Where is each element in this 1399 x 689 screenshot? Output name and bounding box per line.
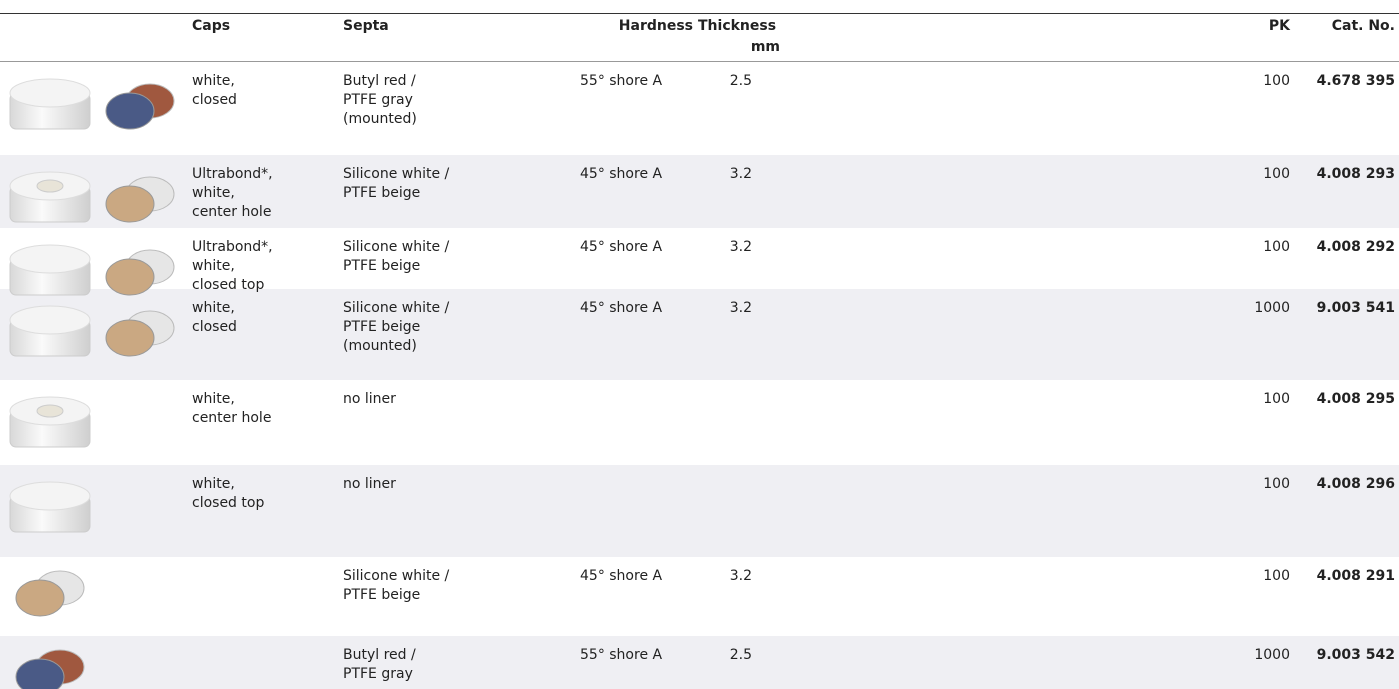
caps: white, center hole [192, 391, 272, 426]
header-thickness: Thickness [698, 18, 777, 34]
septa: no liner [343, 476, 396, 492]
hardness: 55° shore A [580, 73, 663, 89]
cat-no: 4.008 292 [1316, 239, 1395, 255]
hardness: 45° shore A [580, 300, 663, 316]
pk: 100 [1263, 166, 1290, 182]
septum-front [15, 579, 65, 617]
thickness: 3.2 [729, 239, 752, 255]
septa: Silicone white / PTFE beige [343, 166, 450, 201]
cat-no: 4.678 395 [1316, 73, 1395, 89]
pk: 100 [1263, 239, 1290, 255]
top-rule [0, 13, 1399, 14]
header-caps: Caps [192, 18, 231, 34]
septum-front [105, 185, 155, 223]
thickness: 2.5 [729, 73, 752, 89]
cap-top [9, 305, 91, 335]
septa: Butyl red / PTFE gray [343, 647, 416, 682]
hardness: 55° shore A [580, 647, 663, 663]
thickness: 3.2 [729, 166, 752, 182]
pk: 100 [1263, 73, 1290, 89]
cap-top [9, 244, 91, 274]
cat-no: 9.003 541 [1316, 300, 1395, 316]
caps: white, closed [192, 73, 237, 108]
caps: Ultrabond*, white, center hole [192, 166, 273, 220]
septa: Silicone white / PTFE beige [343, 239, 450, 274]
pk: 100 [1263, 568, 1290, 584]
pk: 100 [1263, 476, 1290, 492]
cap-top [9, 481, 91, 511]
hardness: 45° shore A [580, 239, 663, 255]
header-cat-no: Cat. No. [1331, 18, 1395, 34]
septa: Silicone white / PTFE beige [343, 568, 450, 603]
septa: Silicone white / PTFE beige (mounted) [343, 300, 450, 354]
septum-front [15, 658, 65, 689]
cat-no: 4.008 295 [1316, 391, 1395, 407]
septa: Butyl red / PTFE gray (mounted) [343, 73, 417, 127]
cat-no: 4.008 291 [1316, 568, 1395, 584]
septum-front [105, 92, 155, 130]
septa: no liner [343, 391, 396, 407]
septum-front [105, 319, 155, 357]
header-pk: PK [1268, 18, 1290, 34]
thickness: 3.2 [729, 568, 752, 584]
table-row [0, 155, 1399, 228]
table-row [0, 289, 1399, 380]
caps: white, closed [192, 300, 237, 335]
cap-top [9, 78, 91, 108]
hardness: 45° shore A [580, 166, 663, 182]
header-septa: Septa [343, 18, 389, 34]
cap-hole [36, 179, 64, 193]
cat-no: 4.008 296 [1316, 476, 1395, 492]
cat-no: 9.003 542 [1316, 647, 1395, 663]
thickness: 2.5 [729, 647, 752, 663]
caps: Ultrabond*, white, closed top [192, 239, 273, 293]
cap-hole [36, 404, 64, 418]
thickness: 3.2 [729, 300, 752, 316]
header-rule [0, 61, 1399, 62]
pk: 100 [1263, 391, 1290, 407]
header-hardness: Hardness [618, 18, 693, 34]
hardness: 45° shore A [580, 568, 663, 584]
header-thickness-unit: mm [750, 39, 780, 55]
pk: 1000 [1254, 300, 1290, 316]
septum-front [105, 258, 155, 296]
table-row [0, 465, 1399, 557]
pk: 1000 [1254, 647, 1290, 663]
cat-no: 4.008 293 [1316, 166, 1395, 182]
table-row [0, 636, 1399, 689]
caps: white, closed top [192, 476, 265, 511]
